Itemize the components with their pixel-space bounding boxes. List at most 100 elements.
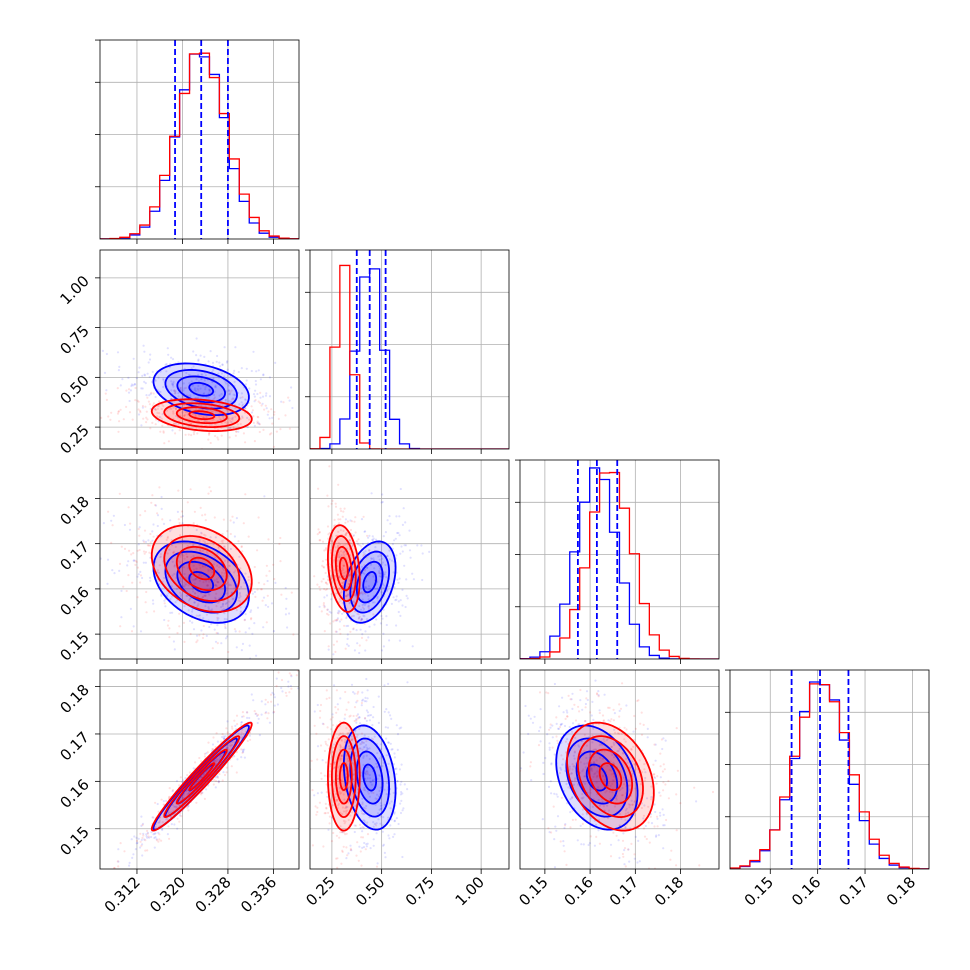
- density-fill-blue: [153, 363, 249, 416]
- sample-point-red: [342, 845, 345, 848]
- density-fill-red: [567, 722, 654, 831]
- sample-point-red: [317, 487, 320, 490]
- sample-point-blue: [368, 534, 371, 537]
- sample-point-red: [223, 773, 227, 777]
- sample-point-blue: [176, 510, 179, 513]
- y-tick-label: 1.00: [56, 272, 92, 308]
- sample-point-red: [187, 809, 190, 812]
- sample-point-blue: [191, 610, 194, 613]
- sample-point-red: [179, 591, 182, 594]
- scatter-panel-2-1: [309, 459, 510, 668]
- sample-point-blue: [200, 378, 203, 381]
- sample-point-blue: [142, 561, 145, 564]
- sample-point-red: [138, 534, 141, 537]
- sample-point-red: [216, 436, 219, 439]
- sample-point-blue: [265, 392, 268, 395]
- density-fill-blue: [350, 738, 390, 817]
- sample-point-red: [201, 514, 204, 517]
- sample-point-red: [325, 697, 328, 700]
- sample-point-red: [165, 538, 168, 542]
- sample-point-red: [230, 389, 233, 392]
- sample-point-blue: [356, 713, 360, 716]
- sample-point-red: [560, 754, 563, 757]
- sample-point-blue: [127, 376, 130, 379]
- sample-point-red: [630, 748, 633, 751]
- sample-point-red: [165, 409, 169, 412]
- sample-point-blue: [361, 846, 364, 850]
- sample-point-blue: [162, 800, 165, 803]
- sample-point-blue: [362, 607, 366, 611]
- sample-point-red: [130, 553, 133, 556]
- x-tick-label: 0.16: [788, 873, 824, 909]
- sample-point-blue: [360, 809, 363, 813]
- sample-point-red: [215, 605, 218, 608]
- sample-point-red: [228, 399, 231, 403]
- sample-point-red: [332, 643, 335, 646]
- sample-point-red: [338, 732, 342, 735]
- sample-point-red: [123, 547, 127, 551]
- sample-point-red: [186, 806, 189, 809]
- sample-point-red: [152, 402, 155, 405]
- sample-point-red: [343, 507, 346, 510]
- sample-point-red: [364, 592, 367, 595]
- sample-point-red: [270, 432, 273, 435]
- sample-point-blue: [379, 815, 382, 818]
- sample-point-red: [241, 396, 244, 399]
- sample-point-red: [134, 563, 137, 567]
- sample-point-blue: [200, 377, 203, 380]
- sample-point-red: [650, 798, 653, 801]
- sample-point-red: [351, 614, 354, 618]
- sample-point-blue: [142, 344, 145, 347]
- sample-point-red: [321, 560, 324, 563]
- sample-point-blue: [601, 800, 604, 804]
- sample-point-blue: [550, 792, 553, 795]
- sample-point-blue: [153, 832, 156, 835]
- sample-point-blue: [244, 398, 247, 401]
- sample-point-red: [344, 543, 347, 546]
- sample-point-blue: [167, 811, 171, 814]
- panel-frame: [309, 249, 510, 450]
- sample-point-blue: [368, 548, 371, 552]
- sample-point-blue: [359, 628, 362, 631]
- sample-point-blue: [147, 539, 150, 542]
- sample-point-red: [598, 744, 601, 747]
- sample-point-blue: [265, 407, 268, 410]
- sample-point-blue: [663, 824, 666, 827]
- sample-point-red: [334, 505, 338, 508]
- sample-point-red: [324, 812, 327, 815]
- sample-point-blue: [338, 620, 341, 623]
- sample-point-blue: [659, 776, 662, 779]
- sample-point-blue: [364, 789, 367, 792]
- sample-point-red: [344, 666, 346, 668]
- sample-point-red: [239, 422, 242, 426]
- sample-point-blue: [573, 751, 576, 754]
- sample-point-red: [341, 850, 344, 854]
- sample-point-blue: [373, 735, 376, 738]
- sample-point-red: [359, 592, 362, 595]
- sample-point-red: [178, 820, 181, 823]
- sample-point-blue: [566, 738, 569, 741]
- sample-point-blue: [231, 416, 234, 419]
- sample-point-blue: [624, 809, 627, 812]
- sample-point-blue: [539, 726, 542, 729]
- sample-point-red: [224, 399, 227, 402]
- sample-point-blue: [141, 822, 145, 825]
- sample-point-blue: [382, 844, 385, 847]
- scatter-panel-3-1: 0.25 0.50 0.75 1.00: [302, 669, 510, 909]
- sample-point-blue: [162, 522, 166, 526]
- sample-point-blue: [143, 350, 146, 353]
- sample-point-blue: [200, 629, 203, 632]
- sample-point-red: [241, 404, 244, 407]
- sample-point-red: [206, 420, 209, 423]
- sample-point-red: [360, 590, 363, 593]
- sample-point-red: [234, 434, 237, 437]
- sample-point-red: [228, 574, 231, 577]
- sample-point-red: [230, 725, 234, 728]
- sample-point-red: [321, 564, 324, 567]
- sample-point-blue: [195, 378, 198, 381]
- sample-point-blue: [299, 680, 301, 682]
- contour-blue: [176, 375, 226, 404]
- sample-point-blue: [250, 411, 254, 414]
- sample-point-red: [652, 763, 655, 766]
- sample-point-red: [628, 806, 631, 809]
